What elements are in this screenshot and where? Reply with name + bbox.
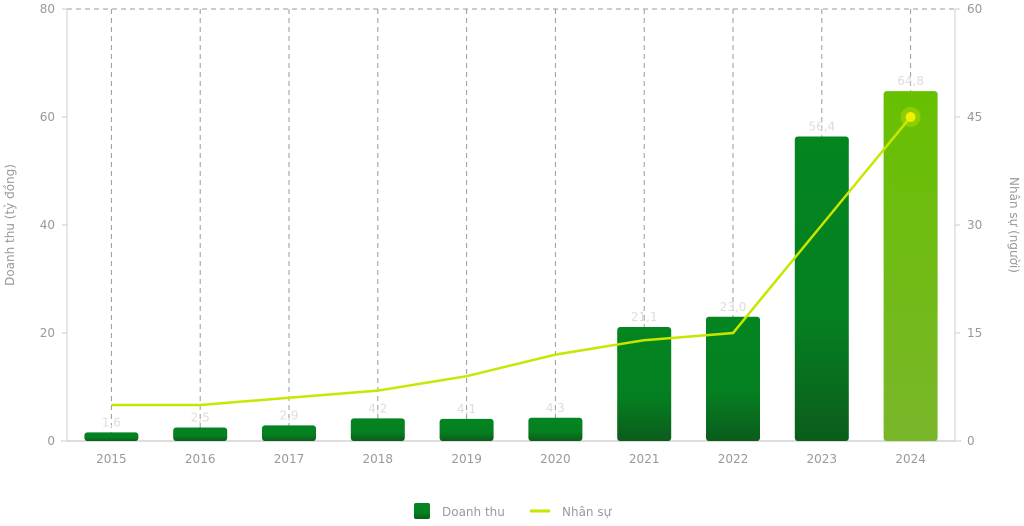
data-label: 2,9 (279, 408, 298, 422)
y-axis-left-label: Doanh thu (tỷ đồng) (3, 164, 17, 286)
legend: Doanh thu Nhân sự (414, 503, 613, 519)
bar-2015 (84, 432, 139, 441)
data-label: 1,6 (102, 415, 121, 429)
y-tick-right: 15 (967, 326, 982, 340)
x-tick-label: 2022 (718, 452, 749, 466)
data-label: 23,0 (720, 300, 747, 314)
data-label: 56,4 (808, 119, 835, 133)
y-tick-right: 0 (967, 434, 975, 448)
legend-label: Doanh thu (442, 505, 505, 519)
y-tick-left: 0 (47, 434, 55, 448)
x-tick-label: 2017 (274, 452, 305, 466)
bar-2022 (706, 316, 760, 441)
bar-2016 (173, 427, 228, 441)
line-series-nhan-su (111, 116, 912, 407)
bar-2018 (350, 418, 405, 441)
legend-label: Nhân sự (562, 505, 613, 519)
x-tick-label: 2016 (185, 452, 216, 466)
x-tick-label: 2015 (96, 452, 127, 466)
y-tick-left: 40 (40, 218, 55, 232)
bar-2021 (617, 327, 672, 441)
bar-2023 (794, 136, 849, 441)
x-tick-label: 2018 (363, 452, 394, 466)
bar-2020 (528, 417, 583, 441)
y-tick-right: 30 (967, 218, 982, 232)
legend-item-doanh-thu[interactable]: Doanh thu (414, 503, 505, 519)
x-tick-label: 2021 (629, 452, 660, 466)
y-axis-right-label: Nhân sự (người) (1007, 177, 1021, 273)
data-label: 21,1 (631, 310, 658, 324)
y-tick-left: 60 (40, 110, 55, 124)
data-label: 4,1 (457, 402, 476, 416)
bar-2017 (262, 425, 316, 441)
y-tick-right: 45 (967, 110, 982, 124)
bar-2019 (439, 418, 494, 441)
y-tick-left: 20 (40, 326, 55, 340)
legend-item-nhan-su[interactable]: Nhân sự (530, 505, 613, 519)
legend-swatch-bar (414, 503, 430, 519)
data-label: 4,3 (546, 401, 565, 415)
data-label: 4,2 (368, 401, 387, 415)
bar-2024 (883, 91, 938, 441)
line-marker (905, 112, 916, 122)
x-tick-label: 2020 (540, 452, 571, 466)
x-tick-label: 2024 (895, 452, 926, 466)
y-tick-right: 60 (967, 2, 982, 16)
x-tick-label: 2019 (451, 452, 482, 466)
y-tick-left: 80 (40, 2, 55, 16)
data-label: 2,5 (191, 411, 210, 425)
x-tick-label: 2023 (807, 452, 838, 466)
data-label: 64,8 (897, 74, 924, 88)
